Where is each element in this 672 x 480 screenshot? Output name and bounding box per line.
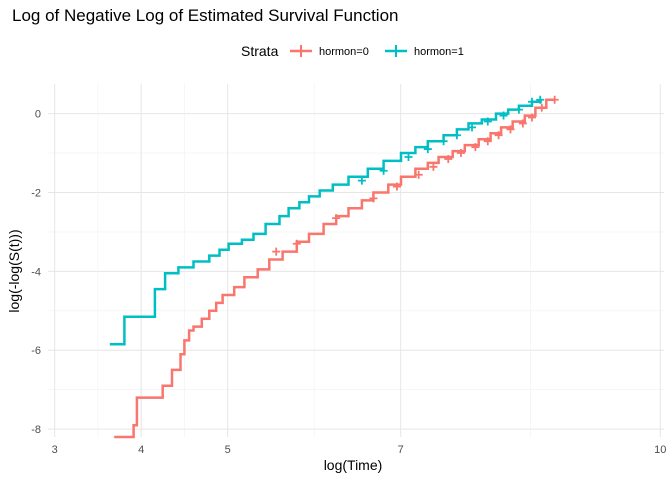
censor-mark [414,170,423,179]
censor-mark [536,95,545,104]
censor-mark [471,143,480,152]
censor-mark [456,149,465,158]
series-layer [109,95,559,439]
censor-mark [550,95,559,104]
censor-mark [404,152,413,161]
censor-mark [537,103,546,112]
y-tick-label: -4 [31,266,41,278]
y-tick-label: -8 [31,424,41,436]
legend-title: Strata [241,43,279,59]
y-tick-label: -6 [31,345,41,357]
legend-label-hormon-1: hormon=1 [414,46,464,58]
y-tick-label: 0 [35,109,41,121]
censor-mark [423,145,432,154]
censor-mark [292,239,301,248]
x-tick-label: 10 [654,444,666,456]
x-tick-label: 5 [225,444,231,456]
x-tick-label: 4 [138,444,144,456]
series-hormon-1 [109,95,545,346]
legend: Strata hormon=0 hormon=1 [241,43,464,59]
legend-item-hormon-1: hormon=1 [385,45,464,58]
censor-mark [499,111,508,120]
y-axis-title: log(-log(S(t))) [6,229,22,312]
legend-label-hormon-0: hormon=0 [319,46,369,58]
series-line-0 [114,98,555,439]
censor-mark [527,97,536,106]
censor-mark [468,123,477,132]
censor-mark [272,247,281,256]
censor-mark [483,117,492,126]
censor-mark [444,154,453,163]
censor-mark [527,113,536,122]
y-axis-ticks: -8 -6 -4 -2 0 [31,109,41,437]
censor-mark [357,176,366,185]
censor-mark [518,119,527,128]
series-line-1 [109,100,542,346]
censor-mark [506,125,515,134]
legend-marker-hormon-0 [295,45,307,57]
censor-mark [494,131,503,140]
censor-mark [483,137,492,146]
grid-lines [48,84,664,437]
censor-mark [379,166,388,175]
series-hormon-0 [114,95,559,439]
x-axis-ticks: 3 4 5 7 10 [52,444,667,456]
legend-item-hormon-0: hormon=0 [290,45,369,58]
censor-mark [429,162,438,171]
y-tick-label: -2 [31,187,41,199]
censor-mark [332,214,341,223]
x-tick-label: 7 [398,444,404,456]
legend-marker-hormon-1 [390,45,402,57]
censor-mark [369,194,378,203]
censor-mark [392,182,401,191]
x-tick-label: 3 [52,444,58,456]
x-axis-title: log(Time) [324,457,383,473]
censor-mark [514,105,523,114]
chart-title: Log of Negative Log of Estimated Surviva… [12,6,399,25]
censor-mark [452,131,461,140]
censor-mark [439,137,448,146]
